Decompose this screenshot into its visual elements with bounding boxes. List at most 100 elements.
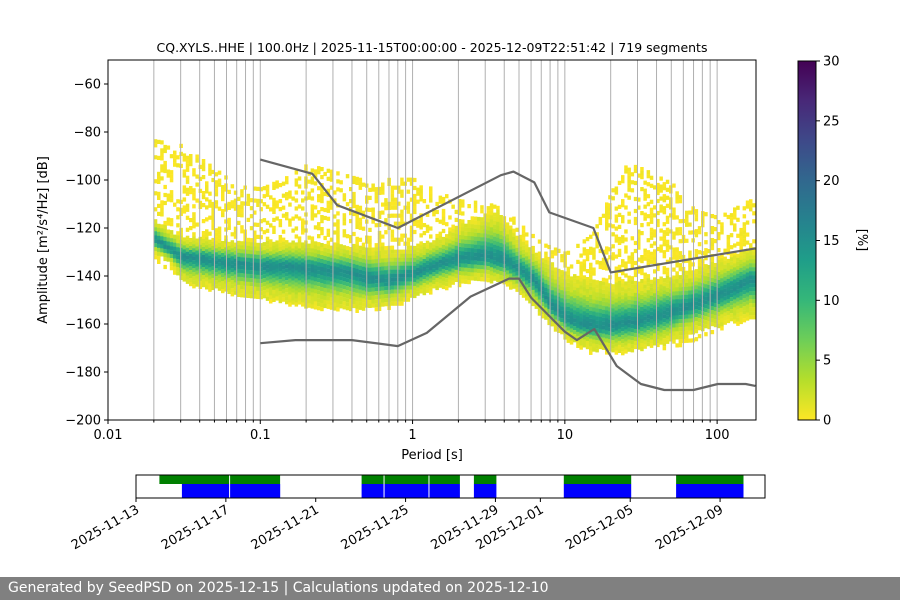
heatmap-cell (585, 341, 590, 346)
heatmap-cell (185, 251, 190, 256)
heatmap-cell (345, 246, 350, 251)
heatmap-cell (605, 294, 609, 299)
heatmap-cell (249, 250, 254, 255)
heatmap-cell (201, 271, 206, 276)
heatmap-cell (294, 278, 299, 283)
heatmap-cell (169, 254, 174, 259)
heatmap-cell (595, 292, 599, 297)
heatmap-cell (553, 247, 558, 252)
heatmap-cell (515, 251, 519, 256)
heatmap-cell (361, 182, 366, 187)
heatmap-cell (505, 226, 510, 231)
heatmap-cell (329, 169, 334, 174)
heatmap-cell (153, 139, 158, 144)
heatmap-cell (537, 255, 542, 260)
heatmap-cell (317, 250, 321, 255)
heatmap-cell (569, 292, 574, 297)
heatmap-cell (221, 185, 225, 190)
heatmap-cell (665, 195, 670, 200)
heatmap-cell (704, 332, 708, 337)
heatmap-cell (592, 283, 596, 288)
heatmap-cell (598, 324, 603, 330)
heatmap-cell (496, 265, 500, 270)
heatmap-cell (445, 258, 449, 263)
heatmap-cell (710, 238, 715, 243)
heatmap-cell (195, 238, 199, 243)
heatmap-cell (493, 240, 497, 245)
heatmap-cell (377, 230, 382, 235)
heatmap-cell (163, 200, 167, 206)
heatmap-cell (585, 309, 590, 314)
heatmap-cell (451, 228, 455, 233)
heatmap-cell (723, 280, 727, 285)
heatmap-cell (710, 278, 715, 283)
heatmap-cell (742, 302, 747, 307)
heatmap-cell (201, 219, 206, 224)
heatmap-cell (176, 231, 180, 236)
heatmap-cell (205, 205, 209, 210)
heatmap-cell (553, 327, 558, 332)
heatmap-cell (726, 258, 731, 264)
heatmap-cell (157, 251, 161, 256)
heatmap-cell (566, 314, 571, 319)
heatmap-cell (675, 331, 679, 336)
heatmap-cell (195, 182, 199, 187)
heatmap-cell (544, 303, 548, 308)
heatmap-cell (198, 276, 203, 281)
heatmap-cell (720, 314, 724, 319)
heatmap-cell (614, 214, 619, 219)
heatmap-cell (211, 213, 215, 219)
heatmap-cell (361, 254, 366, 259)
heatmap-cell (285, 300, 289, 305)
heatmap-cell (486, 222, 491, 227)
heatmap-cell (710, 266, 715, 271)
heatmap-cell (185, 215, 190, 220)
heatmap-cell (230, 232, 235, 237)
heatmap-cell (566, 250, 571, 255)
heatmap-cell (461, 251, 465, 256)
heatmap-cell (592, 323, 596, 328)
heatmap-cell (662, 318, 667, 323)
heatmap-cell (377, 298, 382, 303)
heatmap-cell (230, 256, 235, 261)
heatmap-cell (422, 263, 427, 268)
heatmap-cell (579, 341, 583, 346)
heatmap-cell (358, 257, 363, 262)
heatmap-cell (169, 230, 174, 235)
heatmap-cell (723, 264, 727, 269)
heatmap-cell (317, 274, 321, 279)
heatmap-cell (656, 218, 660, 224)
heatmap-cell (541, 278, 545, 283)
heatmap-cell (579, 337, 583, 342)
heatmap-cell (589, 286, 593, 291)
heatmap-cell (160, 176, 164, 181)
heatmap-cell (627, 183, 631, 188)
heatmap-cell (435, 285, 439, 291)
heatmap-cell (659, 280, 663, 285)
heatmap-cell (345, 250, 350, 255)
heatmap-cell (323, 263, 327, 269)
heatmap-cell (669, 305, 673, 310)
heatmap-cell (745, 276, 750, 281)
heatmap-cell (333, 282, 337, 287)
heatmap-cell (486, 270, 491, 275)
heatmap-cell (393, 237, 398, 242)
heatmap-cell (157, 259, 161, 264)
heatmap-cell (163, 168, 167, 174)
heatmap-cell (576, 315, 580, 320)
heatmap-cell (550, 322, 555, 327)
heatmap-cell (467, 280, 471, 285)
heatmap-cell (601, 265, 606, 270)
heatmap-cell (665, 243, 670, 248)
heatmap-cell (646, 214, 651, 219)
heatmap-cell (630, 300, 635, 305)
heatmap-cell (582, 327, 587, 332)
heatmap-cell (349, 219, 353, 224)
heatmap-cell (662, 290, 667, 295)
heatmap-cell (662, 206, 667, 211)
heatmap-cell (710, 298, 715, 303)
heatmap-cell (419, 221, 423, 226)
heatmap-cell (336, 251, 340, 256)
heatmap-cell (493, 268, 497, 273)
heatmap-cell (672, 267, 676, 272)
